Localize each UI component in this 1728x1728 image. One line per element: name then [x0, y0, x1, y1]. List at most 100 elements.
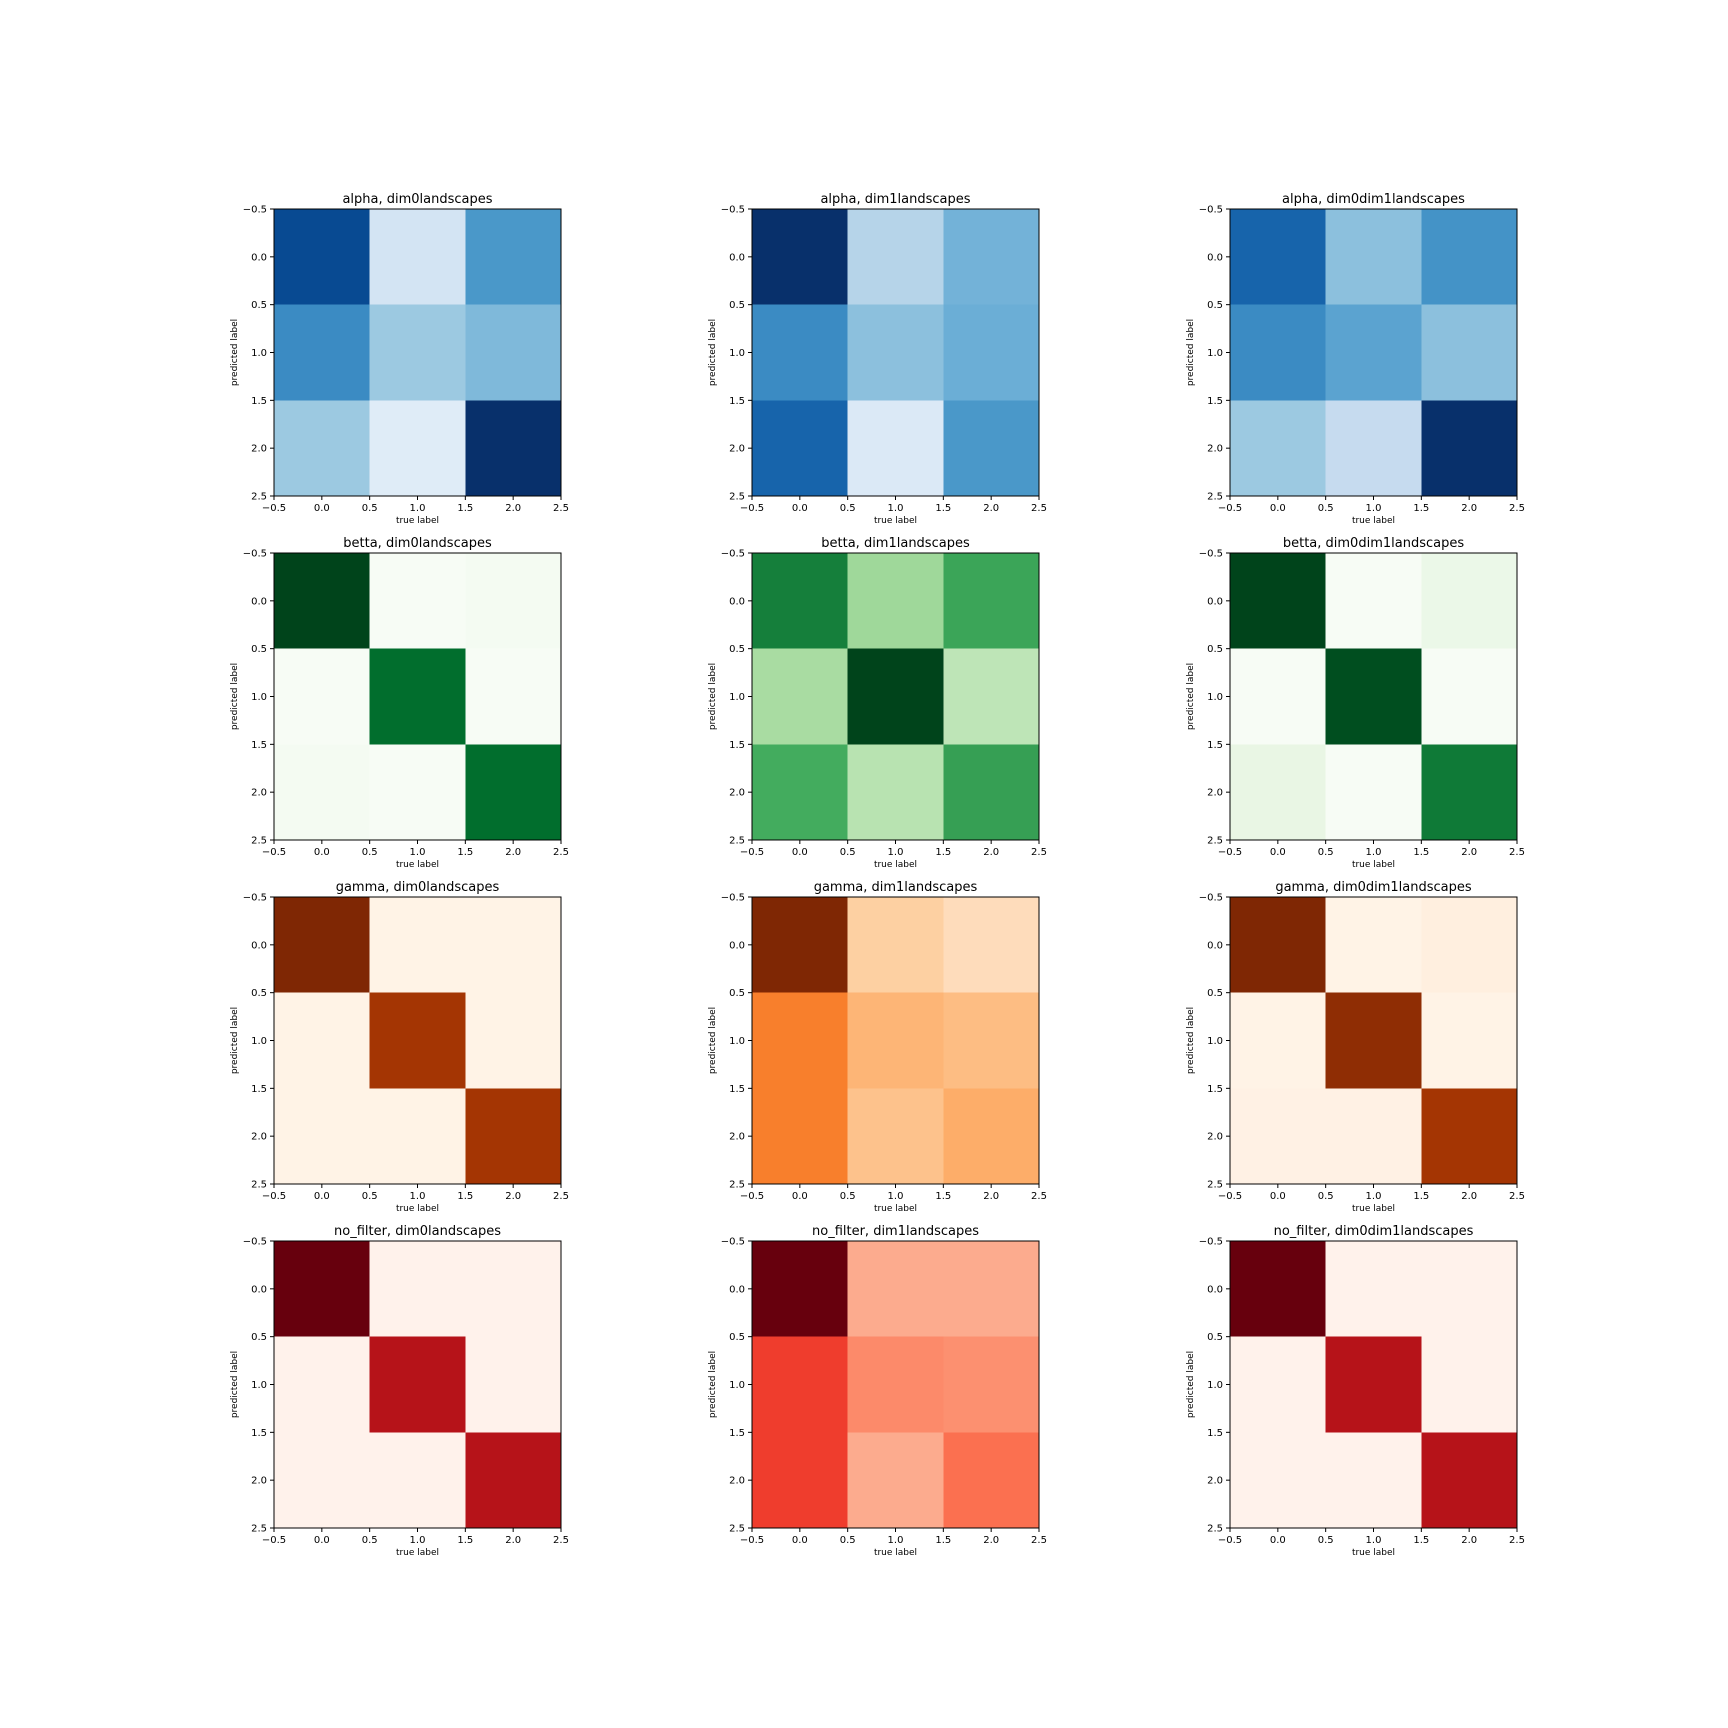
y-tick-label: 2.0 [251, 788, 267, 799]
y-tick-label: −0.5 [243, 1237, 267, 1248]
x-tick-label: −0.5 [262, 1191, 286, 1202]
heatmap-cell [847, 1241, 944, 1337]
x-tick-label: 1.5 [935, 503, 951, 514]
x-tick-label: −0.5 [262, 503, 286, 514]
y-tick-label: 2.0 [251, 1132, 267, 1143]
x-tick-label: 2.0 [983, 847, 999, 858]
x-tick-label: 2.5 [1031, 1535, 1047, 1546]
heatmap-cell [1421, 1241, 1517, 1337]
x-tick-label: 0.5 [362, 1191, 378, 1202]
heatmap-cell [1325, 992, 1422, 1089]
heatmap-panel-0: −0.5 0.0 0.5 1.0 1.5 2.0 2.5−0.50.00.51.01.52.… [230, 192, 569, 526]
y-tick-label: 0.0 [1207, 1284, 1223, 1295]
y-tick-label: 1.0 [251, 692, 267, 703]
heatmap-cell [1325, 553, 1422, 649]
x-tick-label: 2.5 [553, 503, 569, 514]
x-tick-label: 2.5 [1509, 503, 1525, 514]
heatmap-cell [1325, 648, 1422, 745]
y-tick-label: 1.5 [1207, 1428, 1223, 1439]
x-tick-label: 0.0 [792, 1191, 808, 1202]
y-tick-label: 1.5 [251, 740, 267, 751]
panel-title: gamma, dim1landscapes [814, 880, 978, 895]
heatmap-cell [847, 992, 944, 1089]
y-axis-label: predicted label [708, 663, 718, 730]
y-axis-label: predicted label [1186, 1007, 1196, 1074]
x-tick-label: −0.5 [740, 1191, 764, 1202]
panel-title: no_filter, dim0landscapes [334, 1224, 501, 1239]
x-tick-label: 1.0 [888, 1535, 904, 1546]
y-tick-label: 2.0 [251, 1476, 267, 1487]
y-tick-label: −0.5 [721, 549, 745, 560]
x-tick-label: 0.5 [840, 1535, 856, 1546]
heatmap-cell [1230, 744, 1326, 840]
heatmap-cell [369, 400, 466, 496]
y-tick-label: 2.0 [729, 1476, 745, 1487]
x-tick-label: −0.5 [1218, 847, 1242, 858]
y-tick-label: −0.5 [243, 205, 267, 216]
x-axis-label: true label [874, 516, 917, 526]
x-axis-label: true label [874, 860, 917, 870]
y-tick-label: 0.5 [1207, 988, 1223, 999]
x-tick-label: 1.0 [410, 1535, 426, 1546]
heatmap-cell [847, 304, 944, 401]
y-tick-label: −0.5 [721, 205, 745, 216]
y-tick-label: 0.0 [251, 596, 267, 607]
heatmap-cell [274, 992, 370, 1089]
x-axis-label: true label [396, 860, 439, 870]
y-tick-label: 0.5 [1207, 1332, 1223, 1343]
x-tick-label: −0.5 [740, 847, 764, 858]
y-axis-label: predicted label [230, 319, 240, 386]
heatmap-cell [274, 897, 370, 993]
y-tick-label: 0.5 [729, 988, 745, 999]
heatmap-cell [752, 1241, 848, 1337]
heatmap-cell [1230, 304, 1326, 401]
y-tick-label: 2.0 [1207, 444, 1223, 455]
panel-title: no_filter, dim0dim1landscapes [1274, 1224, 1474, 1239]
heatmap-cell [274, 553, 370, 649]
x-tick-label: 2.5 [553, 1535, 569, 1546]
x-tick-label: 1.0 [410, 1191, 426, 1202]
heatmap-cell [752, 1432, 848, 1528]
heatmap-cell [943, 400, 1039, 496]
heatmap-cell [1325, 1088, 1422, 1184]
y-tick-label: 0.0 [729, 252, 745, 263]
y-tick-label: 1.5 [251, 396, 267, 407]
x-tick-label: 0.0 [792, 847, 808, 858]
y-tick-label: 0.5 [729, 1332, 745, 1343]
x-tick-label: 0.5 [1318, 1535, 1334, 1546]
x-tick-label: 2.0 [983, 1535, 999, 1546]
y-axis-label: predicted label [708, 319, 718, 386]
heatmap-cell [1230, 1432, 1326, 1528]
x-tick-label: −0.5 [1218, 1535, 1242, 1546]
y-tick-label: 2.5 [251, 1524, 267, 1535]
y-tick-label: 0.5 [251, 988, 267, 999]
heatmap-cell [943, 1088, 1039, 1184]
x-tick-label: 0.5 [1318, 1191, 1334, 1202]
x-tick-label: 1.5 [457, 1191, 473, 1202]
x-tick-label: 1.0 [410, 503, 426, 514]
y-tick-label: −0.5 [1199, 1237, 1223, 1248]
heatmap-cell [847, 648, 944, 745]
x-tick-label: 1.0 [410, 847, 426, 858]
x-tick-label: −0.5 [740, 503, 764, 514]
y-tick-label: 1.0 [251, 1380, 267, 1391]
x-tick-label: −0.5 [1218, 503, 1242, 514]
heatmap-cell [1325, 209, 1422, 305]
y-tick-label: 2.0 [729, 788, 745, 799]
heatmap-cell [752, 1088, 848, 1184]
heatmap-cell [1230, 209, 1326, 305]
x-tick-label: 2.5 [1031, 1191, 1047, 1202]
heatmap-cell [274, 400, 370, 496]
x-tick-label: 0.0 [314, 1191, 330, 1202]
x-tick-label: 2.0 [505, 503, 521, 514]
y-tick-label: 1.0 [1207, 1380, 1223, 1391]
y-tick-label: 2.5 [1207, 492, 1223, 503]
heatmap-cell [1230, 992, 1326, 1089]
x-tick-label: 1.5 [935, 1191, 951, 1202]
x-tick-label: 1.0 [888, 1191, 904, 1202]
heatmap-cell [1421, 1432, 1517, 1528]
heatmap-cell [465, 992, 561, 1089]
heatmap-cell [465, 553, 561, 649]
heatmap-cell [943, 744, 1039, 840]
y-axis-label: predicted label [230, 1007, 240, 1074]
